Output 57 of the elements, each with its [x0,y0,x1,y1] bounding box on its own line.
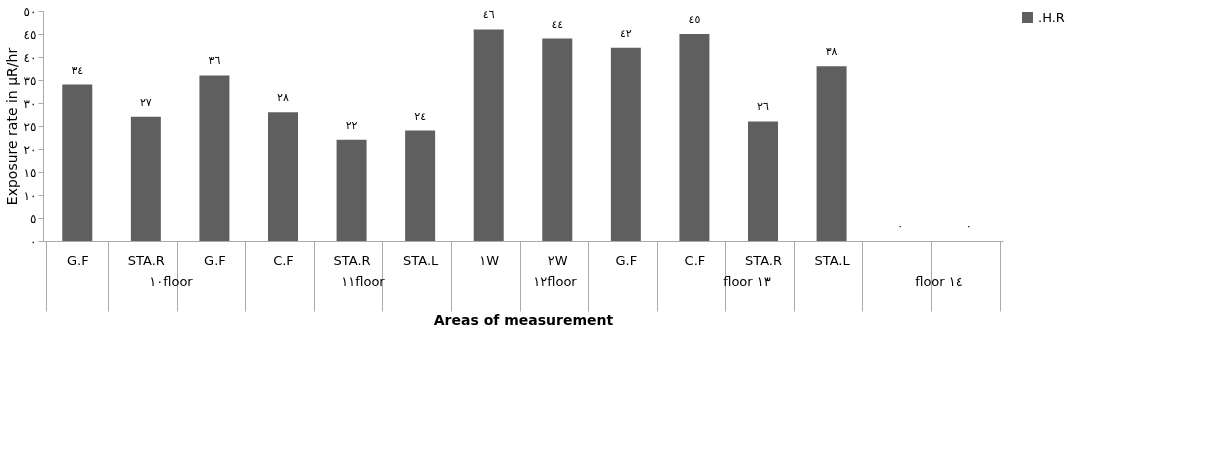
text: ١٠floor [148,274,194,289]
data-label: ٢٤ [414,109,427,123]
x-tick-label: ١W [479,252,500,268]
x-tick-label: C.F [273,252,294,268]
data-label: ٤٥ [688,13,701,26]
data-label: ٢٧ [139,95,152,109]
bar [748,121,778,241]
x-tick-label: ٢W [547,252,568,268]
y-tick-label: ١٠ [23,188,37,203]
text: floor ١٣ [722,274,772,289]
y-tick-label: ٤٥ [23,27,37,42]
x-tick-label: C.F [684,252,706,268]
y-tick-label: ٤٠ [23,50,37,65]
data-label: ٣٨ [825,45,838,59]
y-axis-title: Exposure rate in µR/hr [3,47,20,206]
x-tick-label: STA.R [127,252,165,268]
bar [130,116,161,241]
y-tick-label: ٢٥ [23,119,37,134]
bar [610,47,641,241]
bar [62,84,93,241]
bar [679,34,710,241]
x-axis-title: Areas of measurement [433,312,614,328]
x-tick-label: STA.L [814,252,851,268]
y-tick-label: ٣٠ [23,96,37,111]
data-label: ٤٤ [551,17,564,31]
text: ١١floor [340,274,386,289]
bar [199,75,230,241]
y-tick-label: ٢٠ [23,142,37,157]
y-tick-label: ٥٠ [23,4,37,19]
bar [473,29,504,241]
x-tick-label: STA.R [333,252,371,268]
y-tick-label: ٠ [30,234,37,249]
y-tick-label: ٥ [30,211,37,226]
data-label: ٠ [897,220,904,233]
data-label: ٤٦ [482,8,495,22]
x-tick-label: G.F [66,252,89,268]
x-tick-label: STA.L [403,252,440,268]
y-tick-label: ١٥ [23,165,37,180]
x-tick-label: STA.R [744,252,783,268]
bar [542,38,573,241]
bar [336,139,367,241]
y-tick-label: ٣٥ [23,73,37,88]
data-label: ٢٢ [345,118,358,132]
bar [405,130,436,241]
bar [816,66,847,241]
data-label: ٠ [965,220,972,233]
x-tick-label: G.F [204,252,226,268]
text: ١٢floor [532,274,578,289]
data-label: ٣٤ [71,63,84,77]
bar [268,112,298,241]
data-label: ٢٦ [757,100,769,114]
data-label: ٤٢ [619,26,632,40]
x-tick-label: G.F [615,252,638,268]
legend-label: .H.R [1038,9,1065,25]
text: floor ١٤ [914,274,964,289]
data-label: ٣٦ [208,54,221,68]
data-label: ٢٨ [277,91,289,105]
